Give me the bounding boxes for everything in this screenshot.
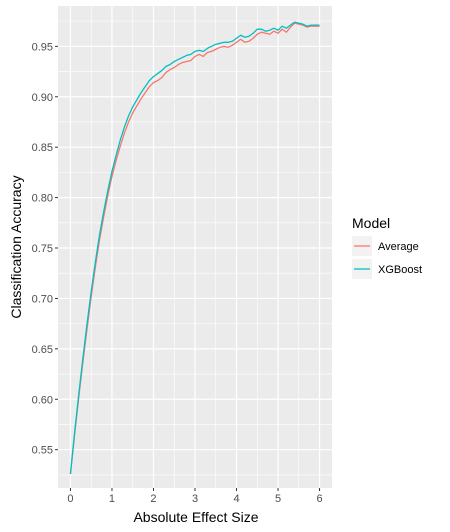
series-lines — [69, 21, 320, 474]
y-tick-label: 0.70 — [32, 293, 53, 305]
x-axis-ticks: 0 1 2 3 4 5 6 — [67, 488, 323, 505]
x-tick-label: 1 — [109, 493, 115, 505]
x-tick-label: 6 — [316, 493, 322, 505]
x-tick-label: 4 — [233, 493, 239, 505]
y-tick-label: 0.95 — [32, 41, 53, 53]
y-tick-label: 0.80 — [32, 193, 53, 205]
y-tick-label: 0.60 — [32, 394, 53, 406]
major-gridlines — [58, 6, 332, 488]
legend: Model Average XGBoost — [352, 215, 422, 279]
x-tick-label: 0 — [67, 493, 73, 505]
series-line-average — [69, 22, 320, 474]
x-tick-label: 2 — [150, 493, 156, 505]
y-tick-label: 0.85 — [32, 142, 53, 154]
y-tick-label: 0.90 — [32, 92, 53, 104]
series-line-xgboost — [69, 21, 320, 474]
y-axis-ticks: 0.55 0.60 0.65 0.70 0.75 0.80 0.85 0.90 0.95 — [32, 41, 58, 457]
x-axis-title: Absolute Effect Size — [133, 509, 258, 525]
x-tick-label: 5 — [275, 493, 281, 505]
legend-label-xgboost: XGBoost — [378, 264, 422, 276]
legend-title: Model — [352, 215, 390, 231]
y-tick-label: 0.75 — [32, 243, 53, 255]
y-axis-title: Classification Accuracy — [8, 175, 24, 318]
legend-label-average: Average — [378, 241, 419, 253]
x-tick-label: 3 — [192, 493, 198, 505]
y-tick-label: 0.65 — [32, 344, 53, 356]
y-tick-label: 0.55 — [32, 445, 53, 457]
